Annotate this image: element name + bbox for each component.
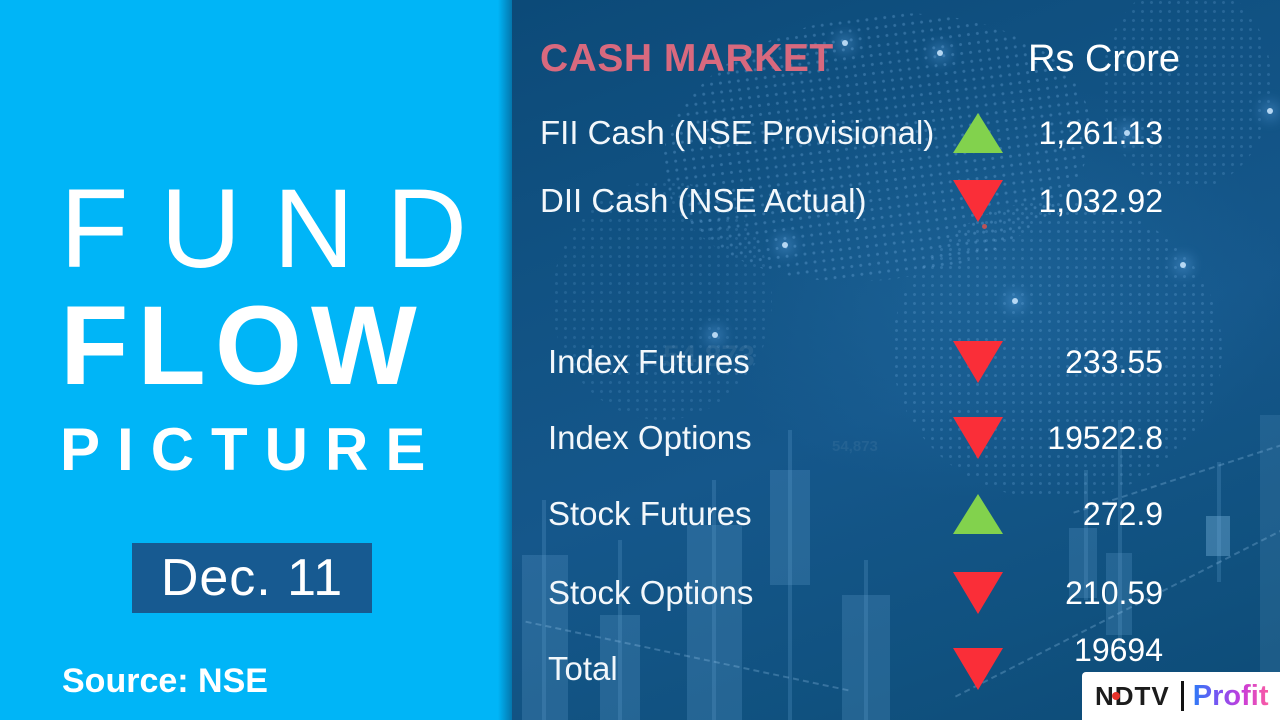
source-label: Source: NSE — [62, 662, 268, 700]
trend-down-icon — [953, 648, 1003, 690]
candlestick-body — [600, 615, 640, 720]
glow-dot-decoration — [1267, 108, 1273, 114]
title-fund: FUND — [60, 166, 500, 291]
candlestick-wick — [1118, 420, 1122, 650]
ndtv-profit-logo: NDTV Profit — [1082, 672, 1280, 720]
glow-dot-decoration — [1124, 130, 1130, 136]
candlestick-body — [842, 595, 890, 720]
ndtv-red-dot-icon — [1112, 692, 1120, 700]
page-title: FUND FLOW PICTURE — [60, 172, 499, 488]
trend-up-icon — [953, 113, 1003, 153]
trend-down-icon — [953, 417, 1003, 459]
candlestick-wick — [1084, 470, 1088, 600]
profit-wordmark: Profit — [1192, 679, 1269, 712]
trend-down-icon — [953, 180, 1003, 222]
date-badge: Dec. 11 — [132, 543, 372, 613]
candlestick-body — [1069, 528, 1097, 598]
row-label: Stock Options — [548, 574, 754, 611]
candlestick-wick — [542, 500, 546, 720]
red-dot-decoration — [982, 224, 987, 229]
candlestick-wick — [618, 540, 622, 720]
row-value: 1,261.13 — [1038, 115, 1163, 151]
title-picture: PICTURE — [60, 416, 443, 483]
row-label: Stock Futures — [548, 495, 752, 532]
row-label: FII Cash (NSE Provisional) — [540, 114, 935, 151]
row-value: 1,032.92 — [1038, 183, 1163, 219]
row-value: 19694 — [1074, 632, 1163, 668]
glow-dot-decoration — [937, 50, 943, 56]
ndtv-wordmark: NDTV — [1095, 680, 1170, 711]
row-label: Index Options — [548, 419, 752, 456]
trend-up-icon — [953, 494, 1003, 534]
row-value: 272.9 — [1082, 496, 1163, 532]
candlestick-body — [1260, 415, 1280, 720]
dot-map-decoration — [1102, 0, 1272, 190]
data-panel: 54,873 54,873 CASH MARKET Rs Crore FII C… — [512, 0, 1280, 720]
left-panel: FUND FLOW PICTURE Dec. 11 Source: NSE — [0, 0, 512, 720]
table-row: Stock Futures 272.9 — [512, 493, 1280, 535]
table-row: Total 19694 — [512, 632, 1280, 690]
trend-down-icon — [953, 341, 1003, 383]
candlestick-body — [770, 470, 810, 585]
candlestick-body — [1106, 553, 1132, 635]
table-row: FII Cash (NSE Provisional) 1,261.13 — [512, 112, 1280, 154]
background-watermark-number: 54,873 — [663, 340, 755, 373]
table-row: Index Futures 233.55 — [512, 341, 1280, 383]
candlestick-wick — [1217, 462, 1221, 582]
glow-dot-decoration — [1012, 298, 1018, 304]
candlestick-body — [687, 525, 742, 720]
title-flow: FLOW — [60, 283, 426, 408]
row-label: Index Futures — [548, 343, 750, 380]
glow-dot-decoration — [1180, 262, 1186, 268]
candlestick-body — [1206, 516, 1230, 556]
candlestick-wick — [712, 480, 716, 720]
unit-label: Rs Crore — [1027, 38, 1180, 80]
table-row: Index Options 19522.8 — [512, 417, 1280, 459]
candlestick-wick — [788, 430, 792, 720]
row-value: 210.59 — [1065, 575, 1163, 611]
glow-dot-decoration — [842, 40, 848, 46]
row-label: DII Cash (NSE Actual) — [540, 182, 867, 219]
panel-edge-shadow — [498, 0, 512, 720]
dot-map-decoration — [552, 180, 772, 420]
glow-dot-decoration — [782, 242, 788, 248]
table-row: DII Cash (NSE Actual) 1,032.92 — [512, 180, 1280, 222]
section-title: CASH MARKET — [540, 37, 834, 80]
candlestick-wick — [864, 560, 868, 720]
row-value: 233.55 — [1065, 344, 1163, 380]
table-row: Stock Options 210.59 — [512, 572, 1280, 614]
row-label: Total — [548, 650, 618, 687]
background-watermark-number: 54,873 — [832, 438, 878, 455]
glow-dot-decoration — [712, 332, 718, 338]
row-value: 19522.8 — [1047, 420, 1163, 456]
dot-map-decoration — [892, 200, 1222, 500]
trend-down-icon — [953, 572, 1003, 614]
candlestick-body — [522, 555, 568, 720]
logo-divider — [1180, 681, 1184, 711]
